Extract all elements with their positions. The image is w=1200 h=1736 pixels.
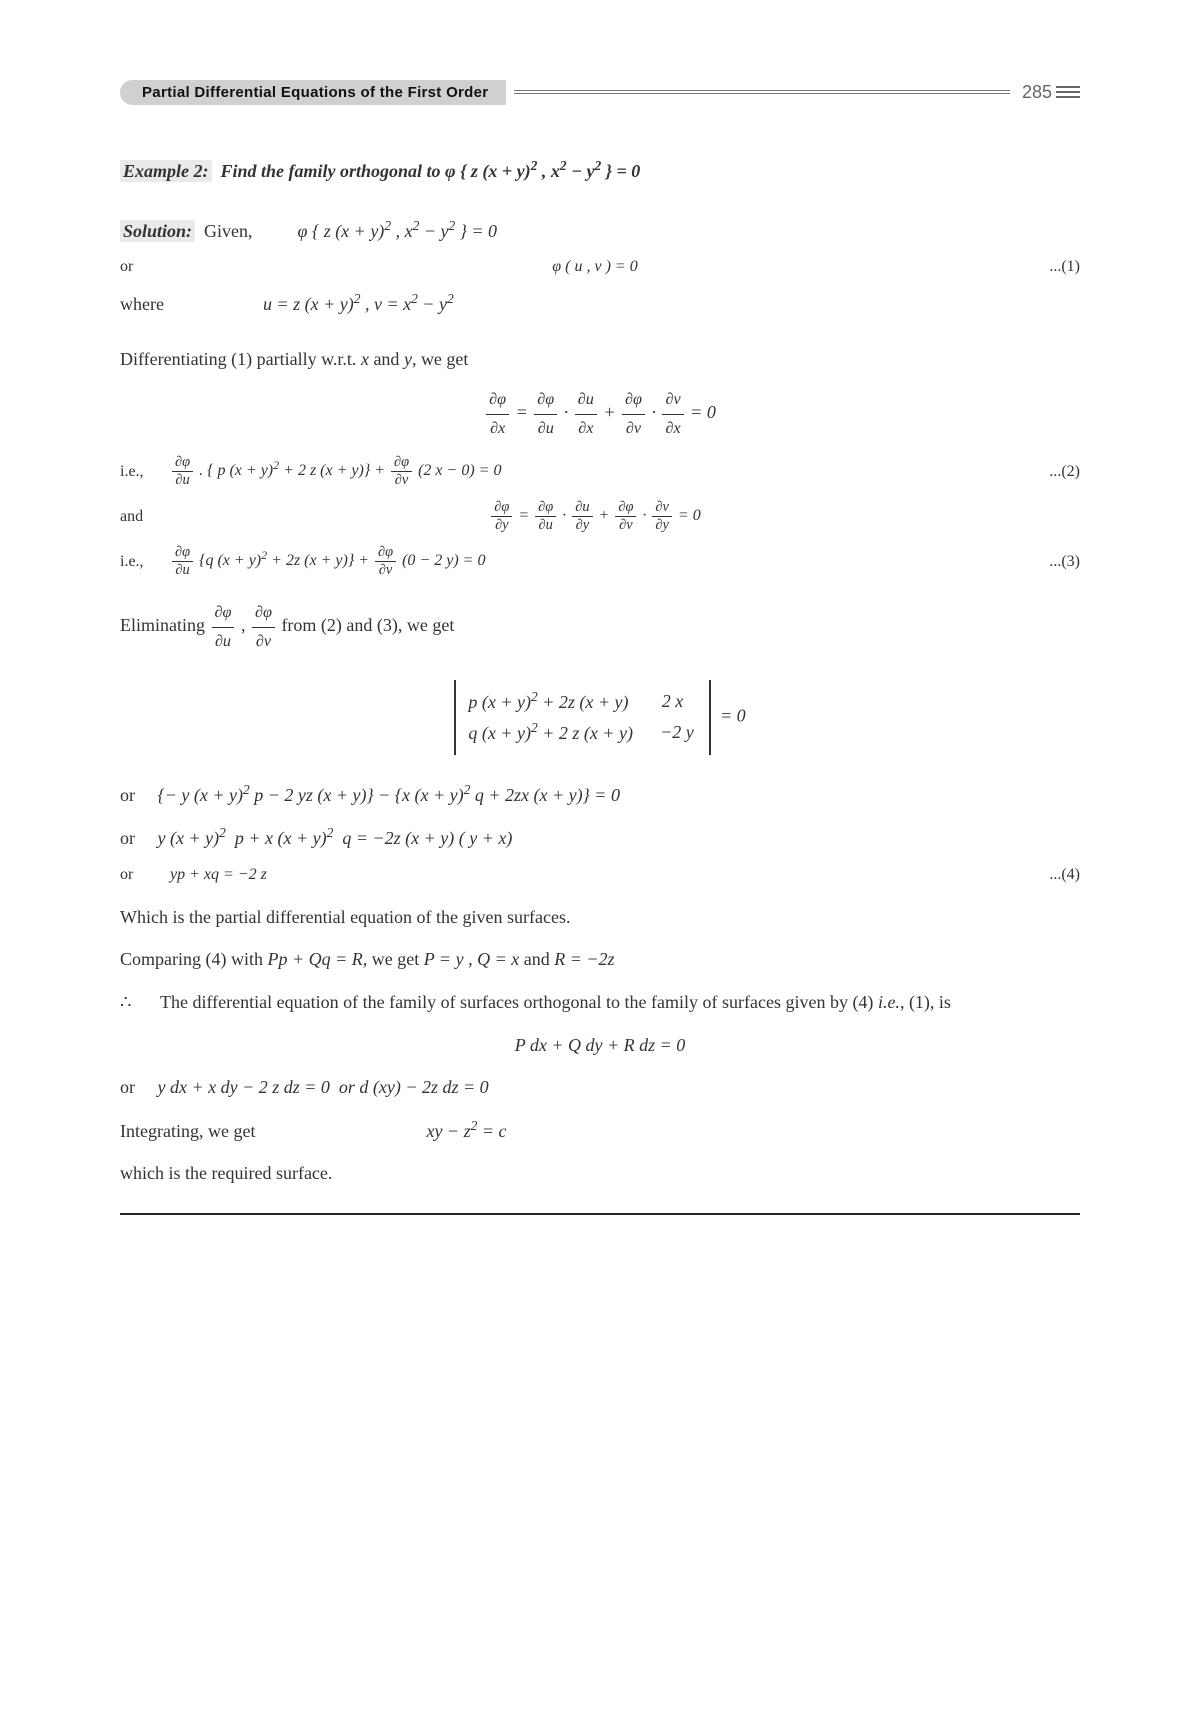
example-label: Example 2: (120, 160, 212, 182)
integral-result: xy − z2 = c (426, 1121, 506, 1141)
equation-2: ∂φ∂u . { p (x + y)2 + 2 z (x + y)} + ∂φ∂… (170, 454, 1020, 489)
therefore-line: ∴ The differential equation of the famil… (120, 987, 1080, 1018)
bottom-rule (120, 1213, 1080, 1215)
expand-1: {− y (x + y)2 p − 2 yz (x + y)} − {x (x … (158, 785, 620, 805)
solution-label: Solution: (120, 220, 195, 242)
diff-sentence: Differentiating (1) partially w.r.t. x a… (120, 344, 1080, 375)
equation-3: ∂φ∂u {q (x + y)2 + 2z (x + y)} + ∂φ∂v (0… (170, 544, 1020, 579)
or-label-4: or (120, 866, 170, 884)
or-eq-4: y dx + x dy − 2 z dz = 0 or d (xy) − 2z … (158, 1077, 489, 1097)
equation-3-row: i.e., ∂φ∂u {q (x + y)2 + 2z (x + y)} + ∂… (120, 544, 1080, 579)
equation-4-row: or yp + xq = −2 z ...(4) (120, 866, 1080, 884)
or-line-2: or y (x + y)2 p + x (x + y)2 q = −2z (x … (120, 822, 1080, 854)
eqn-3-number: ...(3) (1020, 553, 1080, 571)
chain-rule-y: ∂φ∂y = ∂φ∂u · ∂u∂y + ∂φ∂v · ∂v∂y = 0 (170, 499, 1020, 534)
elim-text-b: from (2) and (3), we get (281, 616, 454, 636)
compare-sentence: Comparing (4) with Pp + Qq = R, we get P… (120, 944, 1080, 975)
page-decor-icon (1056, 86, 1080, 100)
example-heading: Example 2: Find the family orthogonal to… (120, 155, 1080, 187)
equation-2-row: i.e., ∂φ∂u . { p (x + y)2 + 2 z (x + y)}… (120, 454, 1080, 489)
integrating-label: Integrating, we get (120, 1121, 255, 1141)
expand-2: y (x + y)2 p + x (x + y)2 q = −2z (x + y… (158, 828, 513, 848)
or-line-1: or {− y (x + y)2 p − 2 yz (x + y)} − {x … (120, 779, 1080, 811)
given-word: Given, (204, 221, 253, 241)
where-line: where u = z (x + y)2 , v = x2 − y2 (120, 288, 1080, 320)
equation-1-row: or φ ( u , v ) = 0 ...(1) (120, 258, 1080, 276)
chapter-title: Partial Differential Equations of the Fi… (120, 80, 506, 105)
chain-rule-x: ∂φ∂x = ∂φ∂u · ∂u∂x + ∂φ∂v · ∂v∂x = 0 (120, 386, 1080, 442)
where-equation: u = z (x + y)2 , v = x2 − y2 (263, 294, 454, 314)
phi-uv: φ ( u , v ) = 0 (170, 258, 1020, 276)
integrating-line: Integrating, we get xy − z2 = c (120, 1115, 1080, 1147)
therefore-symbol: ∴ (120, 987, 160, 1018)
example-statement: Find the family orthogonal to φ { z (x +… (216, 161, 640, 181)
chain-rule-y-row: and ∂φ∂y = ∂φ∂u · ∂u∂y + ∂φ∂v · ∂v∂y = 0 (120, 499, 1080, 534)
where-label: where (120, 294, 164, 314)
final-sentence: which is the required surface. (120, 1158, 1080, 1189)
ie-label-1: i.e., (120, 463, 170, 481)
eqn-2-number: ...(2) (1020, 463, 1080, 481)
elim-text-a: Eliminating (120, 616, 210, 636)
solution-line: Solution: Given, φ { z (x + y)2 , x2 − y… (120, 215, 1080, 247)
page-number: 285 (1018, 82, 1056, 103)
or-label: or (120, 258, 170, 276)
equation-4: yp + xq = −2 z (170, 866, 1020, 884)
eqn-1-number: ...(1) (1020, 258, 1080, 276)
pde-sentence: Which is the partial differential equati… (120, 902, 1080, 933)
eliminating-line: Eliminating ∂φ∂u , ∂φ∂v from (2) and (3)… (120, 599, 1080, 655)
and-label: and (120, 508, 170, 526)
ie-label-2: i.e., (120, 553, 170, 571)
given-equation: φ { z (x + y)2 , x2 − y2 } = 0 (298, 221, 498, 241)
or-line-4: or y dx + x dy − 2 z dz = 0 or d (xy) − … (120, 1072, 1080, 1103)
header-rule (514, 90, 1010, 96)
family-sentence: The differential equation of the family … (160, 987, 1080, 1018)
chapter-header: Partial Differential Equations of the Fi… (120, 80, 1080, 105)
determinant: p (x + y)2 + 2z (x + y) 2 x q (x + y)2 +… (120, 680, 1080, 755)
pfaffian-eq: P dx + Q dy + R dz = 0 (120, 1030, 1080, 1061)
eqn-4-number: ...(4) (1020, 866, 1080, 884)
